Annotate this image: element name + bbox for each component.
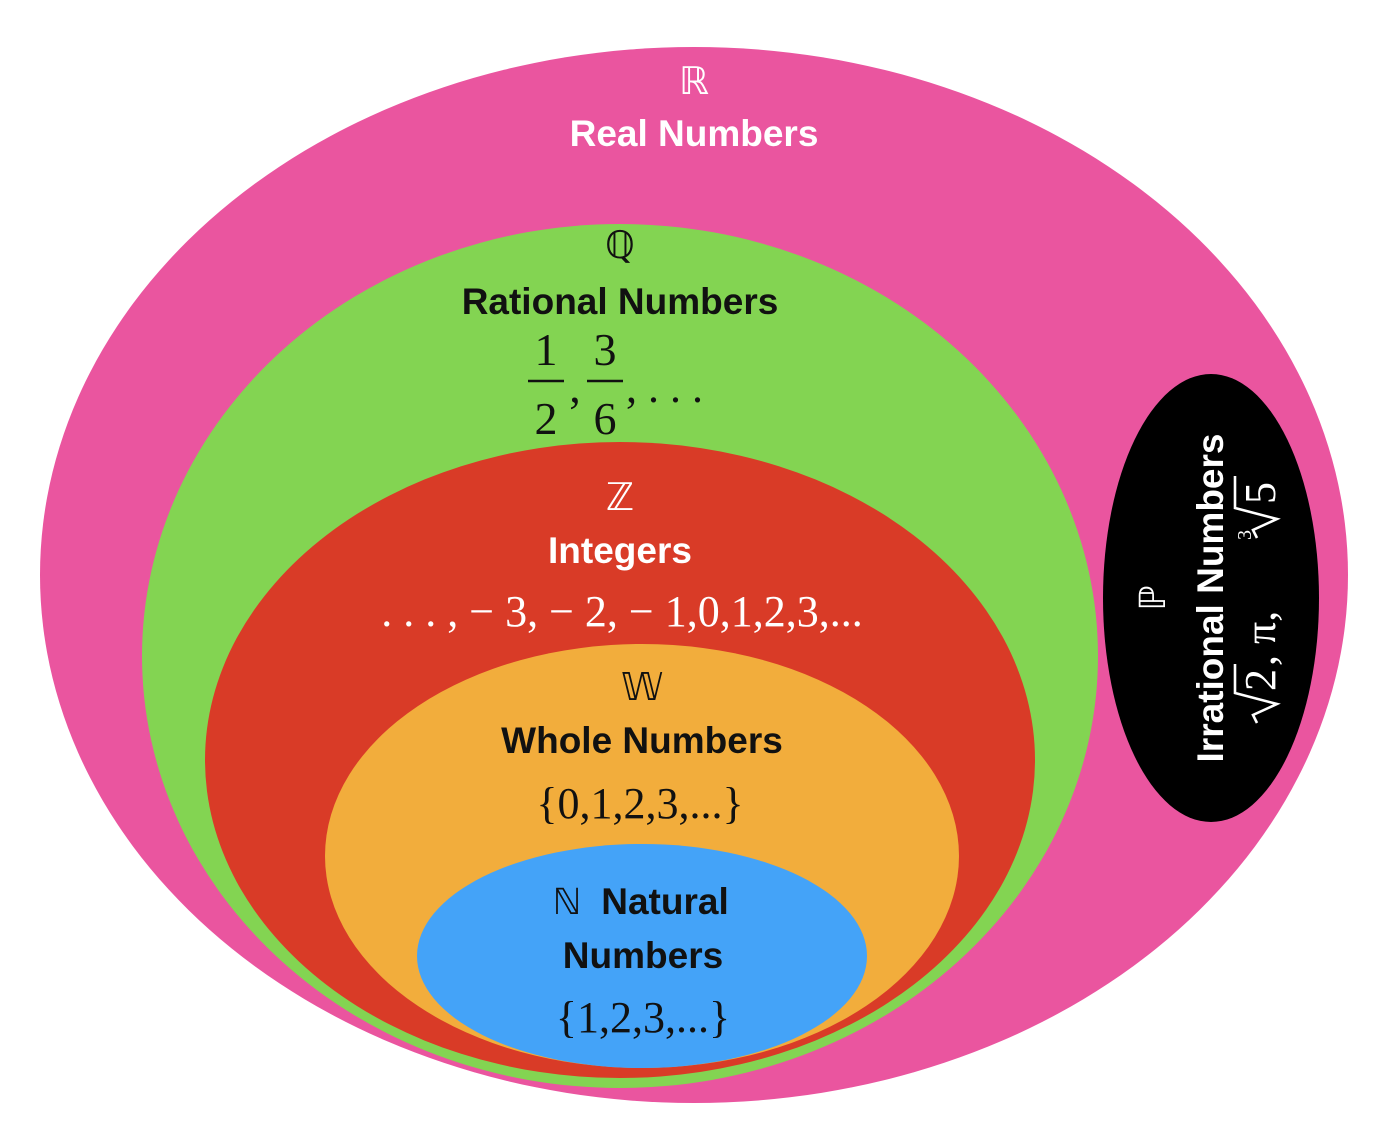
square-root-sign [1233, 664, 1281, 724]
real-numbers-label: Real Numbers [570, 113, 819, 154]
sqrt-2-radicand: 2 [1236, 669, 1285, 691]
natural-numbers-label-line1: ℕ Natural [553, 881, 729, 923]
fraction-1-numerator: 1 [535, 324, 558, 375]
rational-numbers-label: Rational Numbers [462, 281, 779, 322]
cube-root-sign [1233, 476, 1281, 539]
natural-numbers-label: Natural [601, 881, 728, 922]
rational-numbers-examples: 1 2 , 3 6 , . . . [528, 324, 703, 444]
fraction-tail: , . . . [626, 363, 703, 412]
natural-numbers-ellipse [417, 844, 867, 1068]
natural-numbers-symbol: ℕ [553, 882, 582, 923]
whole-numbers-label: Whole Numbers [501, 720, 783, 761]
integers-symbol: ℤ [606, 475, 634, 519]
irrational-numbers-rotated-group: ℙ Irrational Numbers 2 , π, 3 5 [1133, 434, 1285, 763]
irrational-numbers-label: Irrational Numbers [1190, 434, 1231, 763]
whole-numbers-symbol: 𝕎 [621, 665, 663, 709]
fraction-separator: , [569, 361, 581, 412]
real-numbers-symbol: ℝ [679, 59, 709, 103]
whole-numbers-examples: {0,1,2,3,...} [536, 779, 743, 828]
fraction-2-numerator: 3 [594, 324, 617, 375]
rational-numbers-symbol: ℚ [605, 223, 635, 267]
pi-part: , π, [1236, 611, 1285, 666]
fraction-1-denominator: 2 [535, 393, 558, 444]
cube-root-index: 3 [1234, 530, 1256, 540]
natural-numbers-label-line2: Numbers [563, 935, 723, 976]
cbrt-5-radicand: 5 [1236, 482, 1285, 504]
irrational-numbers-examples: 2 , π, 3 5 [1233, 476, 1285, 724]
irrational-numbers-symbol: ℙ [1133, 585, 1174, 610]
integers-examples: . . . , − 3, − 2, − 1,0,1,2,3,... [381, 587, 862, 636]
fraction-2-denominator: 6 [594, 393, 617, 444]
natural-numbers-examples: {1,2,3,...} [556, 993, 730, 1042]
integers-label: Integers [548, 530, 692, 571]
